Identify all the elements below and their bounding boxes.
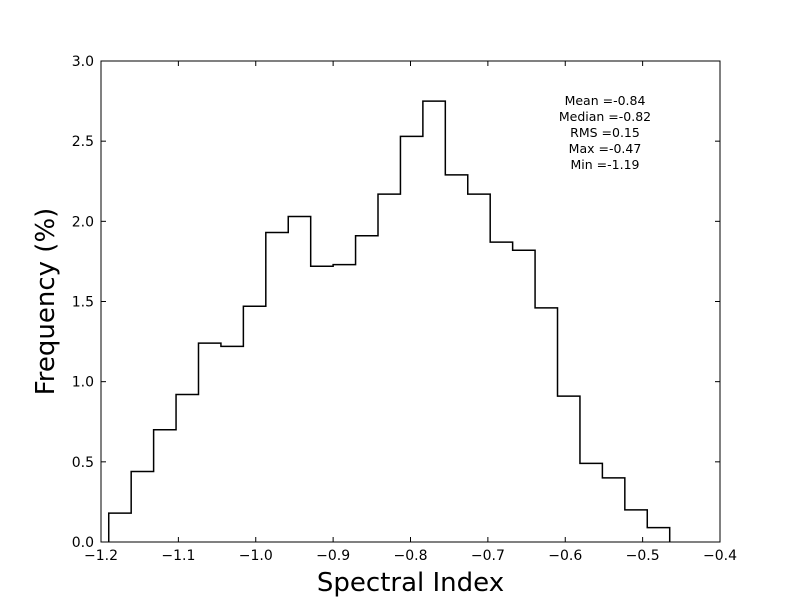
y-tick-label: 2.5 [72,134,94,150]
x-tick-label: −1.1 [161,548,195,564]
x-tick-label: −0.6 [548,548,582,564]
plot-area-frame [100,60,721,543]
x-tick-label: −1.2 [84,548,118,564]
statistics-line: Mean =-0.84 [565,93,646,108]
x-tick-label: −0.5 [626,548,660,564]
x-tick-label: −0.7 [471,548,505,564]
y-axis-title: Frequency (%) [31,208,61,396]
x-tick-label: −0.8 [394,548,428,564]
histogram-outline [107,100,671,542]
y-tick-label: 1.5 [72,295,94,311]
x-tick-label: −1.0 [239,548,273,564]
statistics-line: Min =-1.19 [571,157,640,172]
y-tick-label: 3.0 [72,54,94,70]
x-axis-ticks: −1.2 −1.1 −1.0 −0.9 −0.8 −0.7 −0.6 −0.5 −0.4 [84,61,737,564]
statistics-line: Median =-0.82 [559,109,651,124]
x-tick-label: −0.9 [316,548,350,564]
statistics-line: RMS =0.15 [570,125,640,140]
y-tick-label: 0.5 [72,455,94,471]
y-tick-label: 1.0 [72,375,94,391]
y-axis-ticks: 0.0 0.5 1.0 1.5 2.0 2.5 3.0 [72,54,720,551]
x-axis-title: Spectral Index [317,568,504,598]
x-tick-label: −0.4 [703,548,737,564]
y-tick-label: 0.0 [72,535,94,551]
y-tick-label: 2.0 [72,214,94,230]
statistics-line: Max =-0.47 [569,141,642,156]
